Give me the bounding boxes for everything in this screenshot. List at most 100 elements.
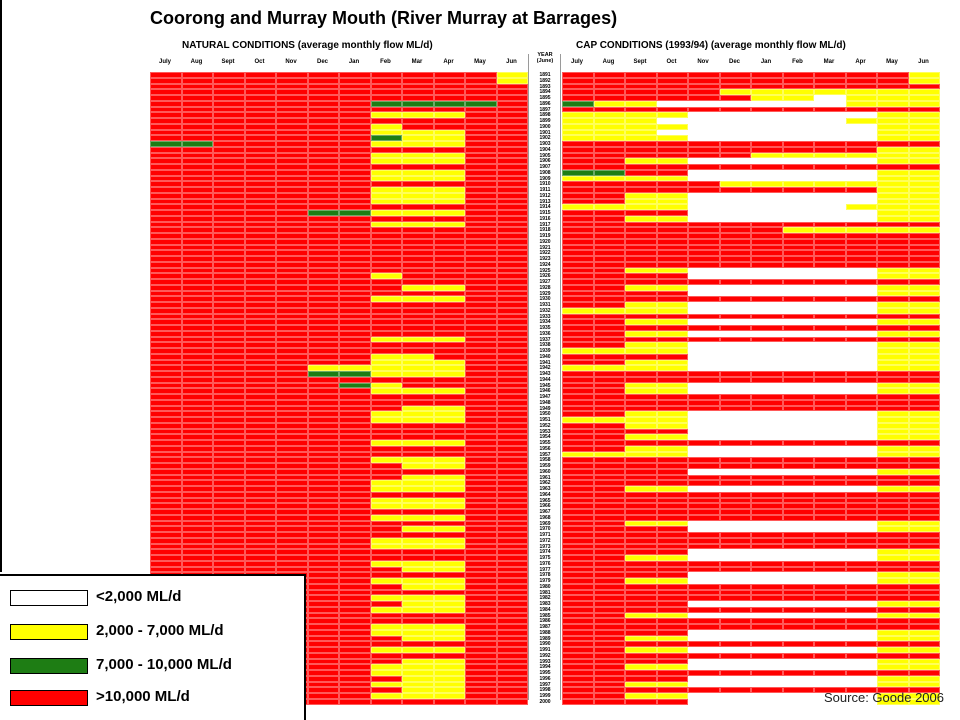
natural-cell-1907-july	[150, 164, 182, 170]
natural-cell-1908-aug	[181, 169, 213, 176]
natural-cell-1902-dec	[307, 135, 339, 141]
cap-month-feb: Feb	[792, 59, 803, 65]
natural-cell-1899-feb	[370, 118, 402, 124]
natural-cell-1892-sept	[213, 77, 245, 84]
natural-cell-1894-sept	[213, 89, 245, 95]
natural-cell-1894-july	[150, 89, 182, 95]
natural-cell-1915-feb	[370, 210, 402, 216]
natural-cell-1901-dec	[307, 129, 339, 136]
natural-cell-1929-oct	[244, 290, 276, 297]
natural-cell-1928-dec	[307, 284, 339, 291]
cap-panel-title: CAP CONDITIONS (1993/94) (average monthl…	[576, 40, 846, 51]
natural-cell-1914-mar	[402, 204, 434, 210]
natural-cell-1916-mar	[402, 215, 434, 222]
natural-cell-1905-july	[150, 152, 182, 159]
natural-cell-1900-jun	[496, 123, 528, 130]
natural-month-sept: Sept	[221, 59, 235, 65]
natural-cell-1931-feb	[370, 302, 402, 308]
natural-cell-1902-mar	[402, 135, 434, 141]
natural-cell-1913-may	[465, 198, 497, 205]
natural-cell-1904-nov	[276, 146, 308, 153]
natural-cell-1923-sept	[213, 256, 245, 262]
natural-cell-1894-oct	[244, 89, 276, 95]
natural-cell-1891-may	[465, 72, 497, 78]
natural-cell-1892-feb	[370, 77, 402, 84]
natural-cell-1926-aug	[181, 273, 213, 279]
natural-cell-1923-apr	[433, 256, 465, 262]
natural-cell-1907-nov	[276, 164, 308, 170]
natural-cell-1906-mar	[402, 158, 434, 164]
natural-cell-1907-may	[465, 164, 497, 170]
natural-cell-1913-mar	[402, 198, 434, 205]
natural-cell-1902-sept	[213, 135, 245, 141]
natural-cell-1902-feb	[370, 135, 402, 141]
natural-cell-1905-aug	[181, 152, 213, 159]
natural-cell-1909-apr	[433, 175, 465, 182]
natural-cell-1918-jan	[339, 227, 371, 233]
natural-cell-1907-oct	[244, 164, 276, 170]
natural-cell-1906-nov	[276, 158, 308, 164]
natural-cell-1906-aug	[181, 158, 213, 164]
natural-cell-1893-aug	[181, 83, 213, 90]
natural-cell-1910-apr	[433, 181, 465, 187]
cap-cell-2000-nov	[688, 698, 720, 705]
natural-cell-1930-aug	[181, 296, 213, 302]
natural-cell-1911-apr	[433, 187, 465, 193]
natural-cell-1909-sept	[213, 175, 245, 182]
natural-cell-1906-jun	[496, 158, 528, 164]
natural-cell-1892-aug	[181, 77, 213, 84]
natural-cell-1929-feb	[370, 290, 402, 297]
natural-month-oct: Oct	[254, 59, 265, 65]
natural-cell-1911-feb	[370, 187, 402, 193]
natural-cell-1915-apr	[433, 210, 465, 216]
cap-cell-2000-feb	[782, 698, 814, 705]
natural-cell-1914-dec	[307, 204, 339, 210]
natural-cell-1912-jun	[496, 192, 528, 199]
natural-cell-1907-apr	[433, 164, 465, 170]
natural-cell-1908-jan	[339, 169, 371, 176]
natural-cell-1924-oct	[244, 261, 276, 268]
natural-cell-1903-oct	[244, 141, 276, 147]
natural-cell-1929-july	[150, 290, 182, 297]
natural-cell-1924-mar	[402, 261, 434, 268]
natural-cell-1922-mar	[402, 250, 434, 256]
natural-cell-1926-nov	[276, 273, 308, 279]
natural-cell-1894-nov	[276, 89, 308, 95]
natural-cell-1933-dec	[307, 313, 339, 320]
cap-cell-2000-aug	[593, 698, 625, 705]
legend: <2,000 ML/d 2,000 - 7,000 ML/d 7,000 - 1…	[0, 574, 306, 720]
natural-cell-1906-jan	[339, 158, 371, 164]
natural-cell-1919-mar	[402, 233, 434, 239]
natural-cell-1904-aug	[181, 146, 213, 153]
natural-cell-1903-may	[465, 141, 497, 147]
natural-cell-1896-july	[150, 100, 182, 107]
natural-cell-1927-nov	[276, 279, 308, 285]
natural-cell-1910-jan	[339, 181, 371, 187]
natural-cell-1891-sept	[213, 72, 245, 78]
legend-label-low: <2,000 ML/d	[96, 588, 182, 605]
natural-cell-1923-dec	[307, 256, 339, 262]
natural-cell-1896-sept	[213, 100, 245, 107]
natural-cell-1926-sept	[213, 273, 245, 279]
natural-cell-1926-may	[465, 273, 497, 279]
natural-cell-1893-dec	[307, 83, 339, 90]
natural-cell-1921-sept	[213, 244, 245, 251]
natural-cell-1930-sept	[213, 296, 245, 302]
natural-cell-1926-jan	[339, 273, 371, 279]
natural-cell-1927-jun	[496, 279, 528, 285]
natural-cell-2000-jun	[496, 698, 528, 705]
natural-cell-1929-mar	[402, 290, 434, 297]
natural-cell-1926-jun	[496, 273, 528, 279]
natural-cell-1906-may	[465, 158, 497, 164]
natural-cell-1916-jun	[496, 215, 528, 222]
natural-cell-1897-july	[150, 106, 182, 113]
year-header-line-2: (June)	[536, 58, 554, 64]
natural-cell-1899-oct	[244, 118, 276, 124]
natural-cell-1902-apr	[433, 135, 465, 141]
natural-cell-1891-aug	[181, 72, 213, 78]
natural-cell-1893-jun	[496, 83, 528, 90]
natural-cell-1921-oct	[244, 244, 276, 251]
natural-cell-1932-jan	[339, 307, 371, 314]
natural-cell-1922-oct	[244, 250, 276, 256]
natural-cell-1928-aug	[181, 284, 213, 291]
